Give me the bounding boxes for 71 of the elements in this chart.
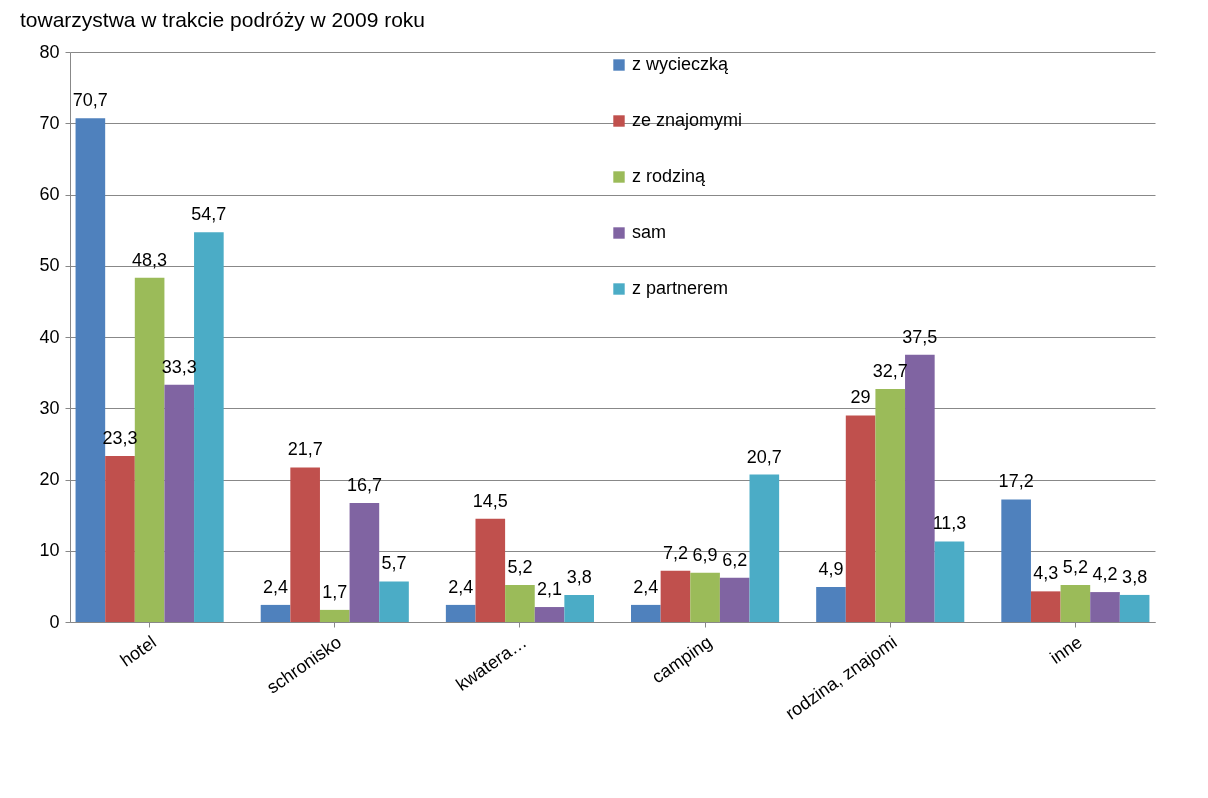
data-label: 2,1	[537, 579, 563, 600]
data-label: 4,3	[1033, 563, 1059, 584]
chart-title: towarzystwa w trakcie podróży w 2009 roku	[20, 8, 425, 31]
bar	[260, 604, 291, 622]
bar	[564, 594, 594, 622]
legend-label: sam	[632, 222, 667, 242]
bar	[290, 467, 320, 622]
bar	[534, 607, 565, 622]
data-label: 20,7	[746, 446, 782, 467]
bar	[690, 572, 720, 622]
data-label: 3,8	[566, 566, 592, 587]
bar	[719, 577, 750, 622]
legend-label: z rodziną	[632, 166, 707, 186]
bar	[105, 455, 135, 622]
data-label: 3,8	[1122, 566, 1148, 587]
legend-label: ze znajomymi	[632, 110, 743, 130]
bar	[845, 415, 876, 622]
data-label: 70,7	[72, 90, 108, 111]
y-tick-label: 0	[49, 611, 60, 632]
bar	[475, 518, 506, 622]
bar	[319, 609, 350, 622]
data-label: 4,2	[1092, 564, 1118, 585]
data-label: 2,4	[633, 576, 659, 597]
data-label: 29	[850, 387, 871, 408]
data-label: 37,5	[902, 326, 938, 347]
data-label: 6,2	[722, 549, 748, 570]
data-label: 5,2	[507, 556, 533, 577]
data-label: 11,3	[932, 513, 967, 534]
data-label: 6,9	[692, 544, 718, 565]
bar	[194, 232, 224, 622]
bar	[1119, 594, 1150, 622]
data-label: 2,4	[263, 576, 289, 597]
legend-label: z wycieczką	[632, 54, 730, 74]
bar	[1001, 499, 1031, 622]
x-tick-label: inne	[1046, 631, 1086, 668]
bar	[349, 503, 380, 622]
y-tick-label: 30	[39, 397, 60, 418]
bar	[749, 474, 780, 622]
bar	[164, 384, 195, 622]
y-tick-label: 60	[39, 184, 60, 204]
data-label: 2,4	[448, 576, 474, 597]
y-tick-label: 70	[39, 112, 60, 133]
bar	[934, 541, 965, 622]
data-label: 17,2	[998, 471, 1034, 492]
y-tick-label: 40	[39, 326, 60, 347]
bar	[816, 587, 846, 622]
data-label: 5,7	[381, 553, 407, 574]
bar	[379, 581, 409, 622]
data-label: 16,7	[346, 475, 382, 496]
data-label: 5,2	[1062, 556, 1088, 577]
bar	[1060, 584, 1091, 622]
bar	[875, 389, 906, 622]
data-label: 54,7	[191, 204, 227, 225]
bar	[445, 604, 476, 622]
y-tick-label: 50	[39, 255, 60, 276]
y-tick-label: 20	[39, 469, 60, 489]
data-label: 14,5	[472, 490, 508, 511]
y-tick-label: 80	[39, 41, 60, 62]
data-label: 7,2	[662, 542, 688, 563]
bar	[631, 604, 661, 622]
data-label: 21,7	[287, 439, 323, 460]
bar	[905, 354, 935, 622]
legend-label: z partnerem	[632, 278, 729, 298]
bar	[660, 570, 691, 622]
data-label: 48,3	[132, 249, 168, 270]
y-tick-label: 10	[39, 540, 60, 561]
bar	[1030, 591, 1061, 622]
data-label: 1,7	[322, 581, 348, 602]
bar	[505, 584, 535, 622]
data-label: 4,9	[818, 559, 844, 580]
bar	[1090, 592, 1120, 622]
